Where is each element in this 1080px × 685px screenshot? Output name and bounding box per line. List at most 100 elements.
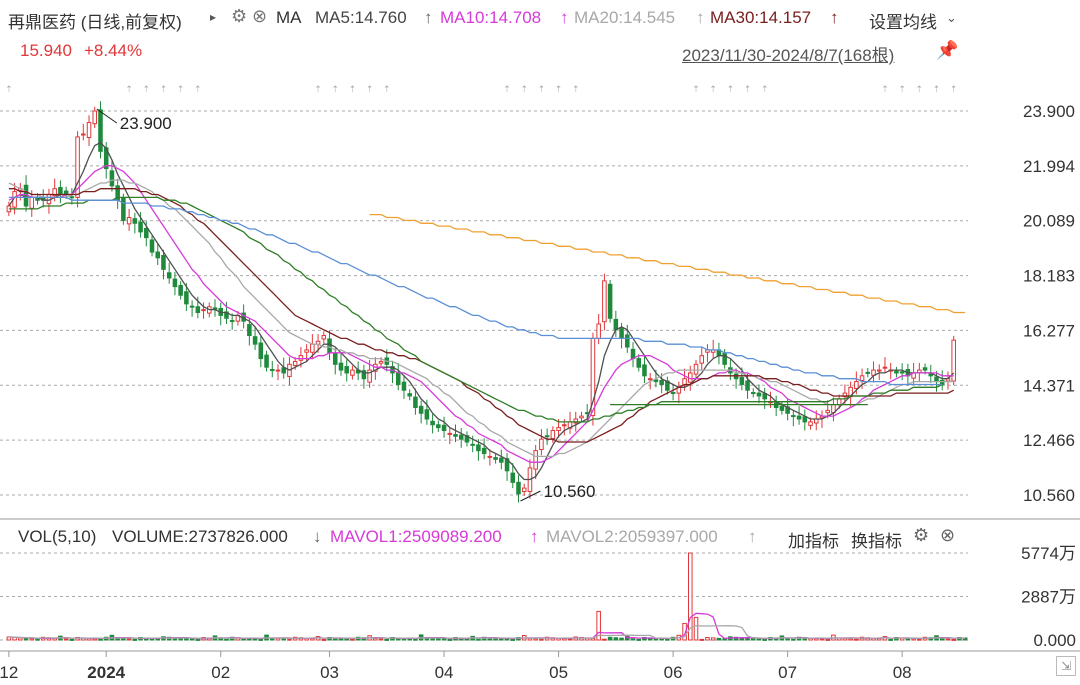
x-tick-label: 07 (778, 663, 797, 682)
x-tick-label: 04 (435, 663, 454, 682)
title-dropdown-icon[interactable]: ▸ (210, 10, 217, 24)
candle-body (859, 375, 865, 381)
candle-body (436, 424, 441, 429)
candle-body (413, 396, 418, 408)
x-tick-label: 02 (211, 663, 230, 682)
x-tick-label: 05 (549, 663, 568, 682)
volume-bar (23, 637, 29, 641)
annotation-arrow (520, 490, 541, 502)
volume-bar (447, 638, 453, 641)
candle-body (487, 455, 493, 458)
close-icon[interactable]: ⊗ (252, 6, 268, 26)
ma-label: MA (276, 8, 302, 27)
volume-bar (6, 636, 12, 641)
y-tick-label: 18.183 (1023, 267, 1075, 286)
volume-bar (854, 638, 859, 641)
volume-bar (321, 638, 327, 641)
volume-bar (705, 636, 710, 641)
volume-bar (373, 638, 378, 641)
volume-bar (350, 638, 355, 641)
volume-bar (539, 638, 544, 641)
event-marker-icon: ⇡ (898, 84, 906, 94)
y-tick-label: 10.560 (1023, 486, 1075, 505)
gear-icon[interactable]: ⚙ (231, 6, 248, 26)
switch-indicator-button[interactable]: 换指标 (851, 532, 902, 551)
candle-body (625, 334, 630, 348)
candle-body (292, 360, 298, 366)
arrow-up-icon: ↑ (696, 8, 705, 27)
volume-bar (596, 610, 601, 641)
event-marker-icon: ⇡ (177, 84, 185, 94)
arrow-up-icon: ↑ (830, 8, 839, 27)
volume-bar (951, 638, 956, 641)
candle-body (619, 328, 624, 339)
volume-bar (602, 638, 607, 641)
candle-body (613, 318, 619, 331)
candle-body (596, 323, 601, 339)
volume-bar (63, 638, 69, 641)
pin-icon[interactable]: 📌 (936, 40, 959, 60)
arrow-up-icon: ↑ (748, 527, 757, 546)
volume-bar (18, 637, 23, 641)
event-marker-icon: ⇡ (761, 84, 769, 94)
y-tick-label: 12.466 (1023, 431, 1075, 450)
candle-body (161, 255, 166, 270)
candle-body (247, 324, 252, 337)
x-tick-label: 03 (320, 663, 339, 682)
candle-body (493, 457, 498, 460)
candle-body (750, 392, 756, 395)
volume-bar (189, 638, 195, 641)
ma-settings-button[interactable]: 设置均线 (869, 13, 937, 32)
x-tick-label: 12 (0, 663, 18, 682)
ma-line-ma60 (8, 196, 943, 423)
candle-body (458, 434, 464, 440)
candle-body (441, 424, 447, 432)
candle-body (201, 309, 206, 312)
arrow-down-icon: ↓ (313, 527, 322, 546)
chevron-down-icon[interactable]: ⌄ (946, 10, 957, 25)
candle-body (447, 432, 453, 435)
volume-bar (665, 638, 670, 641)
volume-bar (252, 638, 258, 641)
volume-bar (791, 638, 796, 641)
candle-body (58, 187, 63, 195)
ma-line-ma5 (8, 141, 955, 481)
expand-icon[interactable]: ⇲ (1056, 656, 1076, 676)
candle-body (453, 434, 458, 437)
candle-body (350, 369, 355, 376)
stock-title: 再鼎医药 (日线,前复权) (8, 13, 182, 32)
candle-body (92, 110, 98, 125)
candle-body (252, 336, 258, 345)
event-marker-icon: ⇡ (5, 84, 13, 94)
candle-body (521, 487, 527, 493)
event-marker-icon: ⇡ (520, 84, 528, 94)
candle-body (573, 418, 579, 424)
event-marker-icon: ⇡ (349, 84, 357, 94)
candle-body (361, 370, 367, 380)
candle-body (836, 398, 842, 406)
candle-body (275, 369, 281, 372)
close-icon[interactable]: ⊗ (940, 525, 956, 545)
gear-icon[interactable]: ⚙ (913, 525, 930, 545)
annotation-label: 10.560 (543, 482, 595, 501)
candle-body (86, 122, 92, 138)
candle-body (304, 349, 309, 353)
candle-body (550, 430, 556, 440)
candle-body (670, 392, 676, 395)
event-marker-icon: ⇡ (503, 84, 511, 94)
ma10-value: MA10:14.708 (440, 8, 542, 27)
volume-bar (619, 637, 624, 641)
candle-body (166, 272, 172, 279)
volume-bar (848, 638, 853, 641)
date-range[interactable]: 2023/11/30-2024/8/7(168根) (682, 46, 895, 65)
candle-body (659, 379, 664, 385)
volume-bar (258, 638, 264, 641)
volume-bar (710, 637, 716, 641)
candle-body (791, 415, 796, 418)
candle-body (258, 342, 264, 360)
event-marker-icon: ⇡ (314, 84, 322, 94)
add-indicator-button[interactable]: 加指标 (788, 532, 839, 551)
candle-body (630, 348, 636, 360)
